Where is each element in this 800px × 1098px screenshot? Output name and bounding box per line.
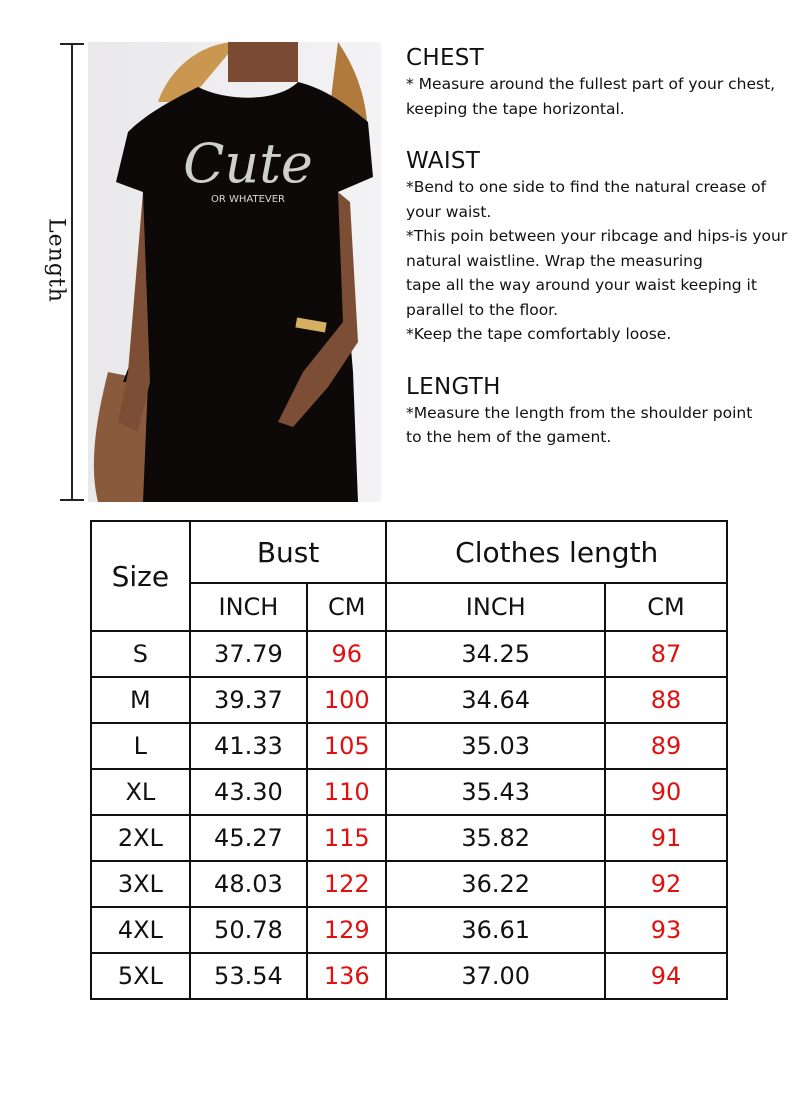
cm-cell: 96 <box>306 630 388 678</box>
ruler-label: Length <box>43 200 69 321</box>
cm-cell: 129 <box>306 906 388 954</box>
cm-cell: 115 <box>306 814 388 862</box>
guide-line: your waist. <box>406 202 492 221</box>
size-cell: L <box>90 722 191 770</box>
inch-cell: 41.33 <box>188 722 309 770</box>
size-cell: XL <box>90 768 191 816</box>
guide-line: natural waistline. Wrap the measuring <box>406 251 703 270</box>
guide-title: CHEST <box>406 45 485 71</box>
cm-cell: 92 <box>603 860 729 908</box>
guide-section-length: LENGTH *Measure the length from the shoul… <box>406 373 800 450</box>
size-cell: 4XL <box>90 906 191 954</box>
inch-cell: 53.54 <box>188 952 309 1000</box>
product-photo: Cute OR WHATEVER <box>88 42 381 502</box>
inch-cell: 36.61 <box>385 906 606 954</box>
inch-cell: 34.25 <box>385 630 606 678</box>
cm-cell: 100 <box>306 676 388 724</box>
cm-cell: 136 <box>306 952 388 1000</box>
inch-cell: 43.30 <box>188 768 309 816</box>
unit-header: INCH <box>188 582 309 632</box>
size-cell: 2XL <box>90 814 191 862</box>
size-cell: 5XL <box>90 952 191 1000</box>
size-cell: 3XL <box>90 860 191 908</box>
unit-header: CM <box>603 582 729 632</box>
print-sub: OR WHATEVER <box>211 194 285 205</box>
cm-cell: 90 <box>603 768 729 816</box>
inch-cell: 37.79 <box>188 630 309 678</box>
guide-line: keeping the tape horizontal. <box>406 99 625 118</box>
inch-cell: 36.22 <box>385 860 606 908</box>
guide-section-chest: CHEST * Measure around the fullest part o… <box>406 44 800 121</box>
bust-header: Bust <box>188 520 388 584</box>
table-row: 3XL 48.03 122 36.22 92 <box>90 860 729 908</box>
cm-cell: 88 <box>603 676 729 724</box>
unit-header: INCH <box>385 582 606 632</box>
inch-cell: 48.03 <box>188 860 309 908</box>
print-main: Cute <box>183 132 313 195</box>
size-header: Size <box>90 520 191 632</box>
guide-line: tape all the way around your waist keepi… <box>406 276 757 294</box>
guide-title: LENGTH <box>406 373 501 400</box>
inch-cell: 45.27 <box>188 814 309 862</box>
inch-cell: 35.82 <box>385 814 606 862</box>
cm-cell: 110 <box>306 768 388 816</box>
table-row: XL 43.30 110 35.43 90 <box>90 768 729 816</box>
inch-cell: 39.37 <box>188 676 309 724</box>
table-row: S 37.79 96 34.25 87 <box>90 630 729 678</box>
inch-cell: 35.43 <box>385 768 606 816</box>
table-row: 2XL 45.27 115 35.82 91 <box>90 814 729 862</box>
inch-cell: 50.78 <box>188 906 309 954</box>
size-chart-table: Size Bust Clothes length INCH CM INCH CM… <box>90 520 729 1000</box>
guide-line: *Measure the length from the shoulder po… <box>406 403 753 422</box>
inch-cell: 35.03 <box>385 722 606 770</box>
ruler-top-tick <box>60 43 84 45</box>
guide-line: * Measure around the fullest part of you… <box>406 75 776 93</box>
cm-cell: 105 <box>306 722 388 770</box>
guide-line: to the hem of the gament. <box>406 428 612 446</box>
size-cell: M <box>90 676 191 724</box>
table-row: M 39.37 100 34.64 88 <box>90 676 729 724</box>
clothes-length-header: Clothes length <box>385 520 728 584</box>
cm-cell: 122 <box>306 860 388 908</box>
table-row: 4XL 50.78 129 36.61 93 <box>90 906 729 954</box>
inch-cell: 37.00 <box>385 952 606 1000</box>
cm-cell: 91 <box>603 814 729 862</box>
guide-line: *This poin between your ribcage and hips… <box>406 227 788 245</box>
cm-cell: 93 <box>603 906 729 954</box>
cm-cell: 87 <box>603 630 729 678</box>
guide-title: WAIST <box>406 148 481 174</box>
cm-cell: 89 <box>603 722 729 770</box>
unit-header: CM <box>306 582 388 632</box>
guide-line: parallel to the floor. <box>406 300 559 319</box>
table-row: L 41.33 105 35.03 89 <box>90 722 729 770</box>
ruler-line <box>71 44 73 501</box>
guide-line: *Bend to one side to find the natural cr… <box>406 178 767 196</box>
cm-cell: 94 <box>603 952 729 1000</box>
ruler-bottom-tick <box>60 499 84 501</box>
inch-cell: 34.64 <box>385 676 606 724</box>
guide-section-waist: WAIST *Bend to one side to find the natur… <box>406 147 800 347</box>
size-cell: S <box>90 630 191 678</box>
measuring-guide: CHEST * Measure around the fullest part o… <box>406 44 800 476</box>
table-row: 5XL 53.54 136 37.00 94 <box>90 952 729 1000</box>
guide-line: *Keep the tape comfortably loose. <box>406 325 672 343</box>
